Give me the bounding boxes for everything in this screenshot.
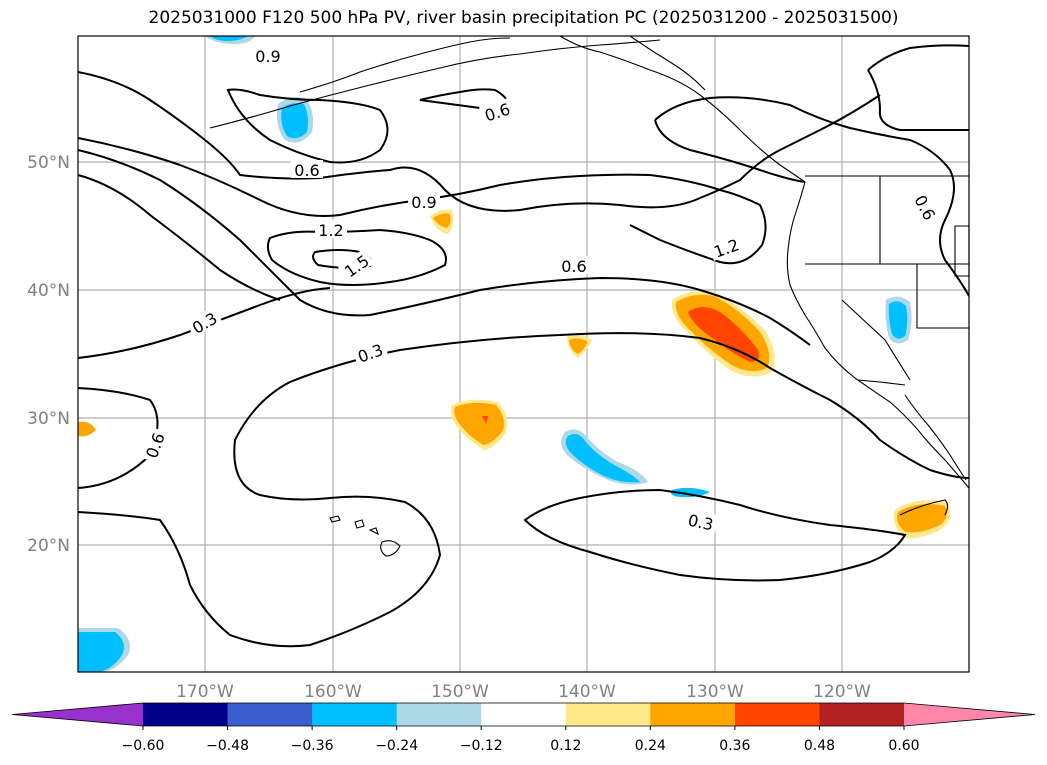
colorbar-segment xyxy=(312,703,398,726)
map-frame xyxy=(77,35,970,673)
lat-label-30n: 30°N xyxy=(27,409,70,429)
colorbar-tick-label: −0.60 xyxy=(122,738,165,754)
colorbar-tick-label: −0.36 xyxy=(291,738,334,754)
lon-label-120w: 120°W xyxy=(813,682,871,702)
colorbar-segment xyxy=(819,703,905,726)
colorbar-extend-low xyxy=(12,703,143,726)
colorbar-tick-label: 0.36 xyxy=(719,738,750,754)
colorbar-segment xyxy=(565,703,651,726)
contour-labels: 0.9 0.6 0.6 0.9 1.2 1.5 1.2 0.6 0.3 0.3 … xyxy=(140,46,942,535)
colorbar-segment xyxy=(143,703,229,726)
longitude-labels: 170°W 160°W 150°W 140°W 130°W 120°W xyxy=(176,682,871,702)
colorbar-segment xyxy=(396,703,482,726)
lon-label-130w: 130°W xyxy=(686,682,744,702)
colorbar-tick-label: −0.48 xyxy=(206,738,249,754)
colorbar-tick-label: 0.48 xyxy=(804,738,835,754)
map-title: 2025031000 F120 500 hPa PV, river basin … xyxy=(148,8,899,28)
plot-area: 0.9 0.6 0.6 0.9 1.2 1.5 1.2 0.6 0.3 0.3 … xyxy=(77,35,970,673)
contour-label: 1.2 xyxy=(318,221,343,240)
lat-label-50n: 50°N xyxy=(27,153,70,173)
latitude-labels: 50°N 40°N 30°N 20°N xyxy=(27,153,70,556)
colorbar: −0.60 −0.48 −0.36 −0.24 −0.12 0.12 0.24 0.36 0.4… xyxy=(11,702,1036,754)
colorbar-segment xyxy=(481,703,567,726)
colorbar-segment xyxy=(650,703,736,726)
colorbar-tick-label: −0.12 xyxy=(460,738,503,754)
colorbar-tick-label: 0.24 xyxy=(635,738,666,754)
colorbar-tick-label: −0.24 xyxy=(375,738,418,754)
contour-label: 0.6 xyxy=(294,161,319,180)
lon-label-140w: 140°W xyxy=(558,682,616,702)
contour-label: 0.3 xyxy=(686,511,715,535)
contour-label: 0.9 xyxy=(411,193,436,212)
lat-label-40n: 40°N xyxy=(27,281,70,301)
coastlines xyxy=(209,35,970,557)
colorbar-tick-label: 0.60 xyxy=(888,738,919,754)
lon-label-160w: 160°W xyxy=(304,682,362,702)
neg-anomaly-east xyxy=(671,487,710,498)
contour-label: 0.6 xyxy=(561,257,586,276)
colorbar-extend-high xyxy=(904,703,1035,726)
colorbar-segment xyxy=(227,703,313,726)
pos-anomaly-west xyxy=(78,421,96,437)
lat-label-20n: 20°N xyxy=(27,536,70,556)
lon-label-170w: 170°W xyxy=(176,682,234,702)
colorbar-segment xyxy=(734,703,820,726)
lon-label-150w: 150°W xyxy=(431,682,489,702)
colorbar-tick-label: 0.12 xyxy=(550,738,581,754)
contour-label: 0.9 xyxy=(255,47,280,66)
